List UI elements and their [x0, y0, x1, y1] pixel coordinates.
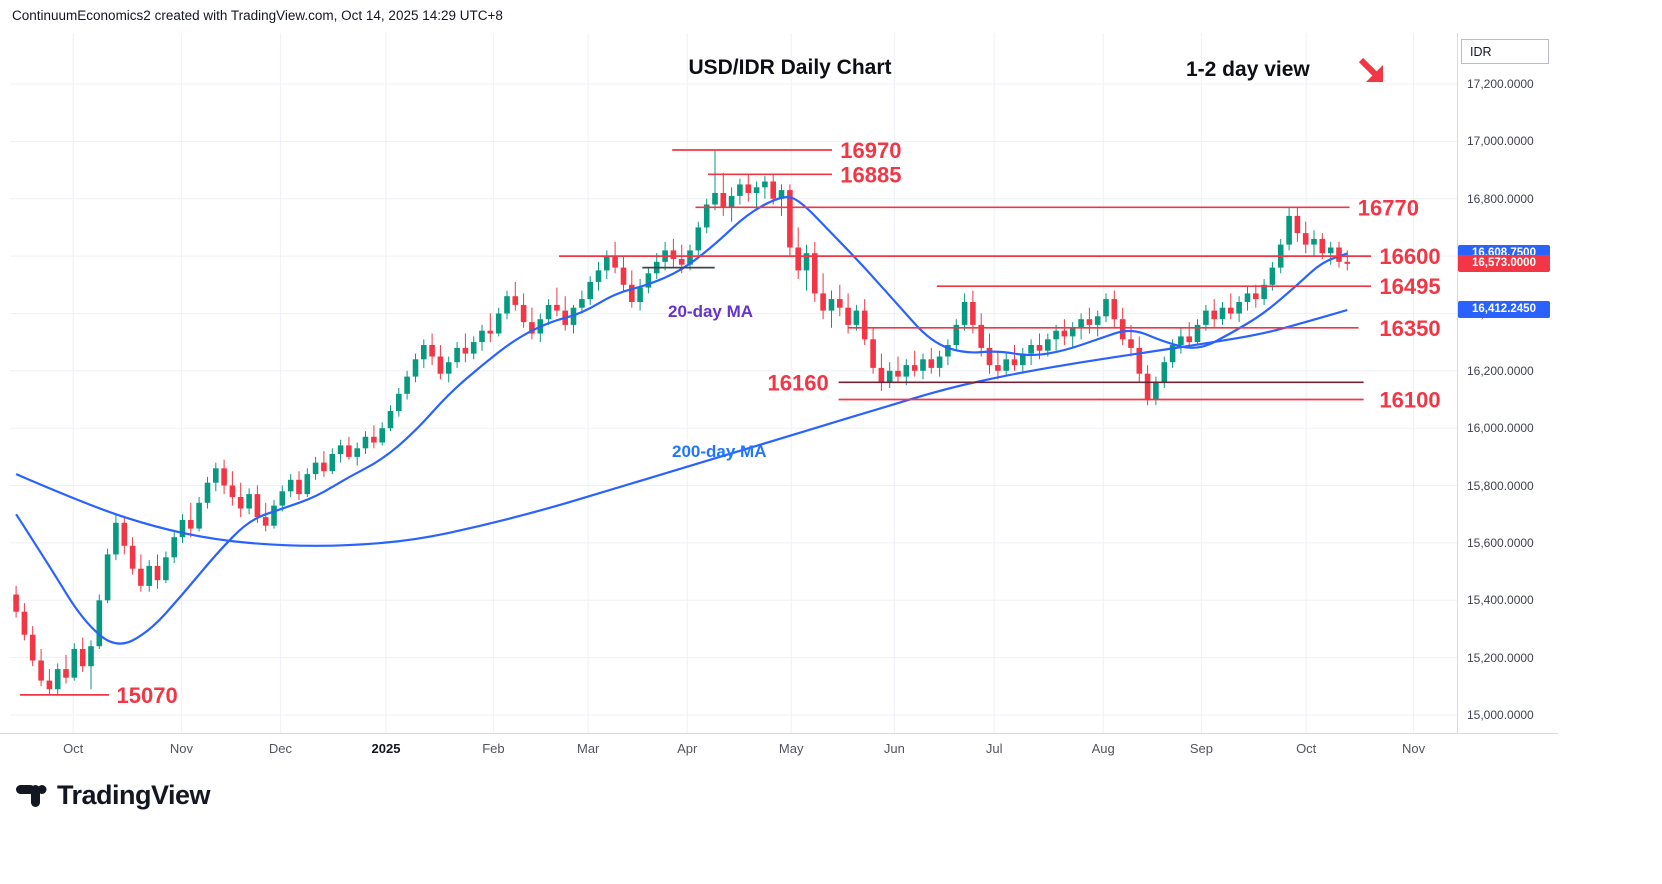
level-label-16350[interactable]: 16350 [1379, 316, 1440, 341]
attribution-bar: ContinuumEconomics2 created with Trading… [0, 0, 1662, 33]
y-axis-tick: 15,000.0000 [1467, 708, 1534, 722]
level-label-15070[interactable]: 15070 [117, 683, 178, 708]
price-axis-currency-label[interactable]: IDR [1461, 39, 1549, 64]
y-axis-tick: 15,200.0000 [1467, 650, 1534, 665]
attribution-text: ContinuumEconomics2 created with Trading… [12, 8, 503, 23]
ma200-value-badge: 16,412.2450 [1458, 301, 1550, 319]
tradingview-logo[interactable]: TradingView [14, 776, 211, 815]
price-axis[interactable]: 17,200.000017,000.000016,800.000016,600.… [1457, 33, 1561, 733]
y-axis-tick: 16,800.0000 [1467, 191, 1534, 206]
x-axis-month-Jul: Jul [985, 741, 1003, 756]
x-axis-month-Aug: Aug [1091, 741, 1115, 756]
x-axis-month-Jun: Jun [883, 741, 905, 756]
down-right-arrow-icon[interactable] [1354, 52, 1390, 93]
level-label-16885[interactable]: 16885 [840, 162, 901, 187]
ma200-line[interactable] [15, 308, 1348, 547]
y-axis-tick: 17,200.0000 [1467, 77, 1534, 91]
ma20-line[interactable] [15, 196, 1348, 645]
last-price-badge: 16,573.0000 [1458, 255, 1550, 273]
time-axis[interactable]: Oct Nov Dec 2025 Feb Mar Apr May Jun Jul Aug Sep Oct… [0, 733, 1558, 764]
view-note-annotation[interactable]: 1-2 day view [1186, 58, 1310, 81]
chart-title-annotation[interactable]: USD/IDR Daily Chart [688, 56, 892, 79]
ma20-label[interactable]: 20-day MA [668, 302, 754, 321]
level-label-16970[interactable]: 16970 [840, 138, 901, 163]
y-axis-tick: 15,800.0000 [1467, 478, 1534, 493]
x-axis-month-Sep: Sep [1189, 741, 1213, 756]
level-label-16100[interactable]: 16100 [1379, 388, 1440, 413]
x-axis-month-May: May [778, 741, 804, 756]
level-label-16770[interactable]: 16770 [1358, 195, 1419, 220]
level-label-16600[interactable]: 16600 [1379, 244, 1440, 269]
x-axis-month-Oct: Oct [63, 741, 84, 756]
x-axis-month-Dec: Dec [268, 741, 292, 756]
x-axis-month-Mar: Mar [576, 741, 600, 756]
tradingview-brand-text: TradingView [57, 780, 211, 810]
x-axis-month-Nov: Nov [1402, 741, 1426, 756]
y-axis-tick: 17,000.0000 [1467, 134, 1534, 149]
candles [13, 150, 1351, 695]
x-axis-month-Oct: Oct [1296, 741, 1317, 756]
x-axis-month-Nov: Nov [169, 741, 193, 756]
ma200-label[interactable]: 200-day MA [672, 442, 767, 461]
level-label-16160[interactable]: 16160 [768, 370, 829, 395]
x-axis-month-2025: 2025 [371, 741, 401, 756]
x-axis-month-Feb: Feb [482, 741, 505, 756]
level-label-16495[interactable]: 16495 [1379, 274, 1440, 299]
y-axis-tick: 15,600.0000 [1467, 535, 1534, 550]
tradingview-logo-icon [14, 776, 48, 815]
y-axis-tick: 16,200.0000 [1467, 363, 1534, 378]
x-axis-month-Apr: Apr [677, 741, 698, 756]
y-axis-tick: 15,400.0000 [1467, 593, 1534, 608]
y-axis-tick: 16,000.0000 [1467, 421, 1534, 436]
